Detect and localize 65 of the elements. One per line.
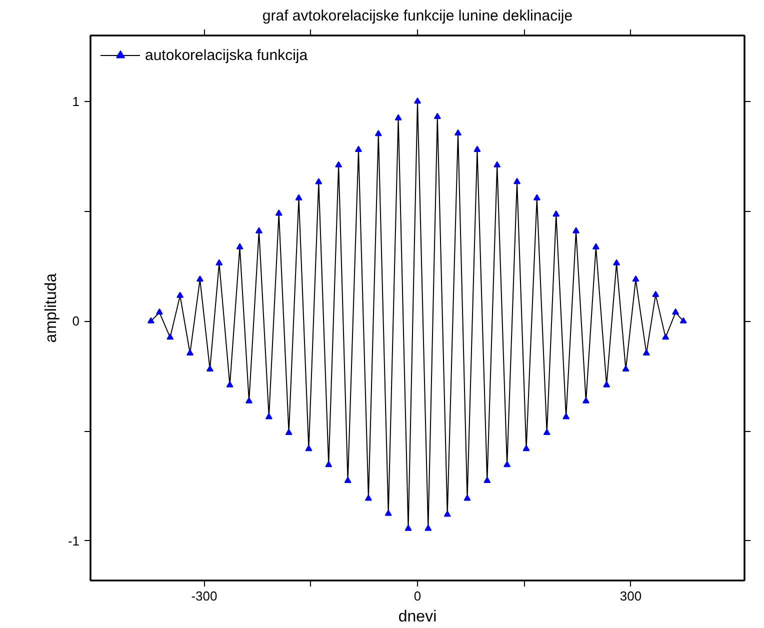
- point: [196, 275, 204, 282]
- point: [672, 308, 680, 315]
- point: [404, 524, 412, 531]
- y-tick-label: 1: [72, 94, 80, 109]
- point: [216, 259, 223, 266]
- point: [454, 129, 462, 136]
- point: [275, 210, 282, 216]
- point: [582, 397, 590, 404]
- point: [384, 510, 392, 516]
- point: [156, 308, 163, 315]
- x-axis-title: dnevi: [398, 608, 437, 626]
- point: [572, 227, 580, 234]
- point: [344, 476, 352, 483]
- point: [613, 259, 620, 266]
- point: [484, 476, 491, 483]
- point: [494, 161, 501, 168]
- point: [632, 275, 640, 282]
- point: [206, 365, 214, 372]
- chart-title: graf avtokorelacijske funkcije lunine deklinacije: [262, 8, 573, 24]
- point: [285, 428, 292, 436]
- point: [464, 494, 471, 501]
- point: [603, 381, 610, 388]
- point: [562, 413, 570, 420]
- point: [680, 317, 687, 324]
- point: [444, 510, 451, 517]
- point: [622, 365, 630, 372]
- point: [642, 349, 650, 356]
- point: [394, 114, 402, 120]
- x-tick-label: -300: [191, 588, 218, 604]
- point: [226, 381, 234, 388]
- y-tick-label: 0: [72, 314, 80, 329]
- point: [434, 112, 441, 120]
- point: [236, 243, 244, 250]
- point: [176, 292, 184, 298]
- x-tick-label: 300: [620, 588, 642, 604]
- x-tick-label: 0: [414, 588, 422, 604]
- y-axis-title: amplituda: [42, 273, 60, 343]
- point: [325, 460, 332, 468]
- point: [543, 428, 550, 436]
- point: [166, 333, 174, 340]
- y-tick-label: -1: [68, 533, 80, 548]
- point: [533, 194, 540, 200]
- point: [552, 210, 560, 217]
- point: [335, 161, 342, 168]
- point: [186, 349, 194, 356]
- point: [474, 146, 481, 152]
- point: [592, 243, 600, 250]
- point: [305, 444, 312, 452]
- point: [652, 290, 660, 298]
- point: [414, 97, 421, 104]
- point: [514, 178, 521, 184]
- point: [522, 444, 530, 452]
- point: [364, 494, 372, 501]
- point: [315, 178, 322, 184]
- point: [355, 146, 362, 152]
- point: [295, 194, 302, 200]
- point: [662, 333, 670, 340]
- legend-label: autokorelacijska funkcija: [145, 46, 308, 64]
- point: [504, 460, 511, 468]
- point: [147, 317, 154, 324]
- point: [374, 130, 382, 136]
- point: [265, 413, 272, 420]
- point: [255, 227, 262, 234]
- point: [424, 524, 432, 531]
- point: [246, 397, 253, 404]
